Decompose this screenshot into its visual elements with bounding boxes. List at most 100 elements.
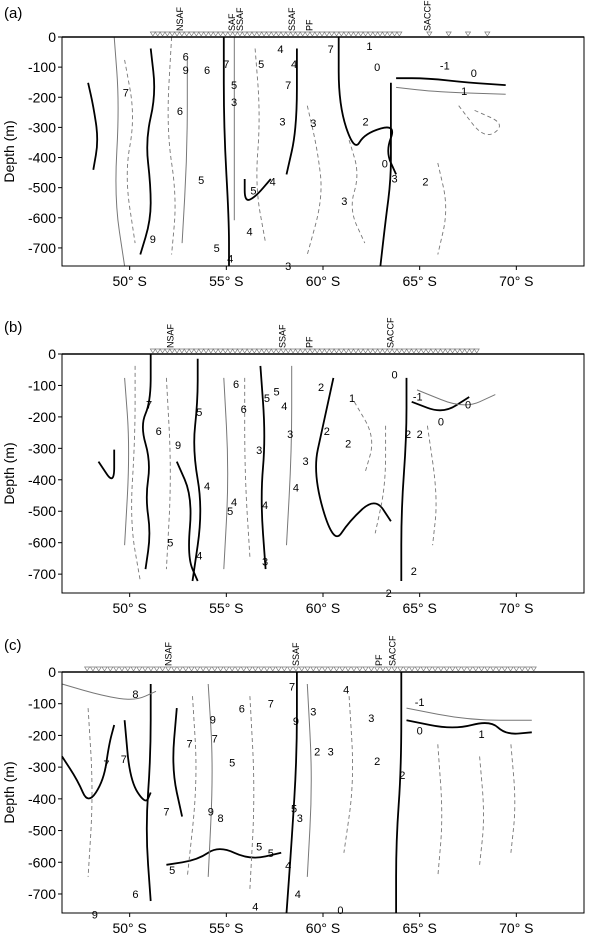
front-label: PF [304, 19, 314, 31]
station-marker [165, 666, 172, 672]
y-tick-label: -700 [28, 566, 56, 582]
station-marker [118, 666, 126, 672]
station-marker [176, 666, 184, 672]
station-marker [212, 31, 219, 37]
y-tick-label: 0 [48, 664, 56, 680]
contour-label: 6 [183, 52, 189, 64]
panel-label: (b) [4, 319, 22, 336]
station-marker [327, 666, 334, 672]
station-marker [171, 666, 178, 672]
station-marker [142, 666, 149, 672]
station-marker [227, 348, 234, 354]
station-marker [425, 348, 432, 354]
station-marker [147, 666, 155, 672]
station-marker [455, 666, 462, 672]
station-marker [405, 348, 413, 354]
contour-line [181, 59, 188, 244]
x-tick-label: 65° S [402, 920, 436, 936]
contour-line [145, 684, 152, 902]
contour-line [285, 672, 298, 914]
station-marker [314, 348, 321, 354]
y-tick-label: -400 [28, 791, 56, 807]
station-marker [149, 31, 156, 37]
contour-label: 5 [264, 393, 270, 405]
station-marker [449, 348, 456, 354]
station-marker [159, 348, 166, 354]
station-marker [270, 31, 277, 37]
station-marker [420, 666, 427, 672]
contour-label: 7 [268, 699, 274, 711]
contour-line [437, 744, 443, 877]
contour-label: 2 [405, 429, 411, 441]
x-tick-label: 70° S [499, 273, 533, 289]
contour-label: 4 [231, 497, 237, 509]
station-marker [265, 31, 272, 37]
y-axis-label: Depth (m) [1, 761, 17, 823]
contour-line [61, 683, 157, 700]
contour-line [243, 178, 272, 201]
station-marker [107, 666, 114, 672]
station-marker [396, 31, 403, 37]
station-marker [314, 31, 321, 37]
contour-line [175, 461, 199, 582]
station-marker [414, 666, 421, 672]
station-marker [164, 31, 171, 37]
contour-line [306, 683, 312, 877]
contour-label: 0 [438, 417, 444, 429]
station-marker [396, 348, 403, 354]
station-marker [367, 348, 374, 354]
station-marker [401, 348, 408, 354]
x-tick-label: 60° S [306, 920, 340, 936]
station-marker [463, 348, 471, 354]
contour-line [124, 59, 136, 244]
contour-label: 7 [285, 80, 291, 92]
front-label: SSAF [277, 324, 287, 348]
station-marker [236, 31, 243, 37]
station-marker [153, 666, 160, 672]
station-marker [347, 31, 355, 37]
contour-lines [97, 354, 496, 582]
contour-label: 3 [328, 746, 334, 758]
contour-line [374, 425, 387, 534]
station-marker [258, 666, 265, 672]
station-marker [333, 31, 340, 37]
contour-label: 5 [167, 538, 173, 550]
front-label: SSAF [291, 642, 301, 666]
y-axis-label: Depth (m) [1, 442, 17, 504]
station-marker [222, 31, 229, 37]
contour-label: -1 [440, 61, 450, 73]
contour-label: 7 [103, 759, 109, 771]
contour-line [167, 36, 176, 255]
contour-label: 4 [285, 860, 291, 872]
station-marker [454, 348, 461, 354]
contour-line [87, 708, 93, 877]
station-marker [410, 348, 417, 354]
station-marker [188, 348, 195, 354]
contour-label: 2 [386, 588, 392, 600]
station-marker [459, 348, 466, 354]
station-marker [265, 348, 272, 354]
contour-line [259, 365, 267, 570]
station-marker [269, 666, 276, 672]
station-marker [275, 31, 282, 37]
station-marker [222, 348, 229, 354]
station-marker [420, 348, 427, 354]
station-marker [468, 348, 475, 354]
y-tick-label: 0 [48, 29, 56, 45]
station-marker [338, 348, 345, 354]
contour-label: 3 [279, 116, 285, 128]
contour-label: 5 [258, 59, 264, 71]
y-tick-label: -200 [28, 727, 56, 743]
station-marker [316, 666, 323, 672]
contour-label: 3 [303, 456, 309, 468]
contour-label: 6 [132, 889, 138, 901]
front-label: SACCF [386, 317, 396, 348]
station-marker [333, 348, 340, 354]
station-marker [231, 348, 239, 354]
front-label: NSAF [175, 6, 185, 31]
station-marker [207, 348, 214, 354]
station-marker [352, 31, 359, 37]
contour-label: 0 [391, 369, 397, 381]
station-marker [256, 31, 263, 37]
